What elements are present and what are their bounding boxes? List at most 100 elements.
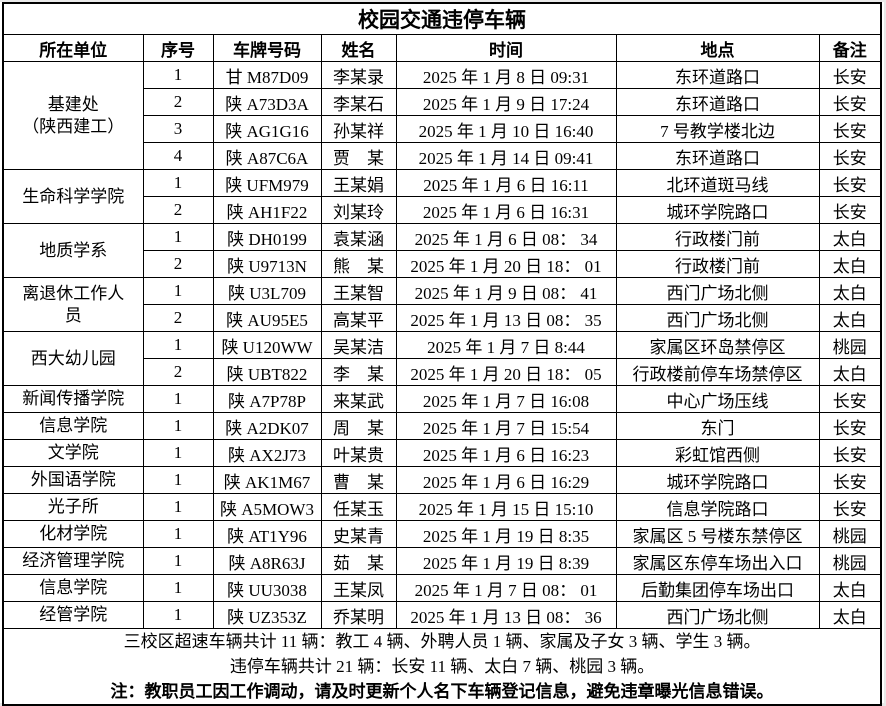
remark-cell: 长安	[818, 61, 882, 89]
unit-cell: 化材学院	[2, 520, 144, 548]
name-cell: 王某娟	[320, 169, 397, 197]
serial-cell: 4	[142, 142, 214, 170]
time-cell: 2025 年 1 月 13 日 08： 36	[395, 601, 617, 629]
location-cell: 西门广场北侧	[615, 304, 820, 332]
serial-cell: 2	[142, 358, 214, 386]
name-cell: 孙某祥	[320, 115, 397, 143]
time-cell: 2025 年 1 月 7 日 08： 01	[395, 574, 617, 602]
location-cell: 家属区 5 号楼东禁停区	[615, 520, 820, 548]
unit-cell: 西大幼儿园	[2, 331, 144, 386]
time-cell: 2025 年 1 月 6 日 16:11	[395, 169, 617, 197]
serial-cell: 2	[142, 196, 214, 224]
serial-cell: 1	[142, 547, 214, 575]
speeding-summary-text: 三校区超速车辆共计 11 辆：教工 4 辆、外聘人员 1 辆、家属及子女 3 辆…	[123, 632, 761, 651]
serial-cell: 1	[142, 574, 214, 602]
name-cell: 来某武	[320, 385, 397, 413]
time-cell: 2025 年 1 月 20 日 18： 05	[395, 358, 617, 386]
remark-cell: 太白	[818, 250, 882, 278]
table-row: 光子所 1 陕 A5MOW3 任某玉 2025 年 1 月 15 日 15:10 信息学院…	[2, 493, 882, 521]
serial-cell: 1	[142, 277, 214, 305]
name-cell: 刘某玲	[320, 196, 397, 224]
plate-cell: 陕 AU95E5	[212, 304, 322, 332]
location-cell: 家属区东停车场出入口	[615, 547, 820, 575]
remark-cell: 长安	[818, 115, 882, 143]
name-cell: 王某凤	[320, 574, 397, 602]
time-cell: 2025 年 1 月 6 日 16:29	[395, 466, 617, 494]
column-header-no: 序号	[142, 34, 214, 62]
unit-cell: 文学院	[2, 439, 144, 467]
remark-cell: 长安	[818, 493, 882, 521]
plate-cell: 陕 AK1M67	[212, 466, 322, 494]
summary-footer: 三校区超速车辆共计 11 辆：教工 4 辆、外聘人员 1 辆、家属及子女 3 辆…	[2, 628, 882, 706]
time-cell: 2025 年 1 月 7 日 15:54	[395, 412, 617, 440]
time-cell: 2025 年 1 月 9 日 17:24	[395, 88, 617, 116]
table-row: 外国语学院 1 陕 AK1M67 曹 某 2025 年 1 月 6 日 16:29 城环学…	[2, 466, 882, 494]
name-cell: 贾 某	[320, 142, 397, 170]
table-row: 经管学院 1 陕 UZ353Z 乔某明 2025 年 1 月 13 日 08： 36 西门…	[2, 601, 882, 629]
column-header-time: 时间	[395, 34, 617, 62]
plate-cell: 陕 UFM979	[212, 169, 322, 197]
unit-cell: 基建处 （陕西建工）	[2, 61, 144, 170]
parking-summary-text: 违停车辆共计 21 辆：长安 11 辆、太白 7 辆、桃园 3 辆。	[229, 657, 655, 676]
remark-cell: 太白	[818, 601, 882, 629]
location-cell: 后勤集团停车场出口	[615, 574, 820, 602]
remark-cell: 长安	[818, 412, 882, 440]
location-cell: 信息学院路口	[615, 493, 820, 521]
serial-cell: 1	[142, 61, 214, 89]
plate-cell: 陕 AH1F22	[212, 196, 322, 224]
unit-cell: 外国语学院	[2, 466, 144, 494]
location-cell: 中心广场压线	[615, 385, 820, 413]
plate-cell: 陕 U9713N	[212, 250, 322, 278]
footer-row: 三校区超速车辆共计 11 辆：教工 4 辆、外聘人员 1 辆、家属及子女 3 辆…	[2, 628, 882, 706]
serial-cell: 1	[142, 331, 214, 359]
time-cell: 2025 年 1 月 6 日 16:31	[395, 196, 617, 224]
unit-cell: 地质学系	[2, 223, 144, 278]
location-cell: 东环道路口	[615, 88, 820, 116]
serial-cell: 1	[142, 169, 214, 197]
plate-cell: 陕 A5MOW3	[212, 493, 322, 521]
table-row: 经济管理学院 1 陕 A8R63J 茹 某 2025 年 1 月 19 日 8:39 家属…	[2, 547, 882, 575]
unit-cell: 经管学院	[2, 601, 144, 629]
plate-cell: 陕 A87C6A	[212, 142, 322, 170]
plate-cell: 陕 UU3038	[212, 574, 322, 602]
unit-cell: 信息学院	[2, 412, 144, 440]
location-cell: 东环道路口	[615, 142, 820, 170]
name-cell: 袁某涵	[320, 223, 397, 251]
serial-cell: 3	[142, 115, 214, 143]
location-cell: 行政楼门前	[615, 250, 820, 278]
time-cell: 2025 年 1 月 6 日 16:23	[395, 439, 617, 467]
remark-cell: 长安	[818, 88, 882, 116]
name-cell: 熊 某	[320, 250, 397, 278]
column-header-name: 姓名	[320, 34, 397, 62]
name-cell: 叶某贵	[320, 439, 397, 467]
remark-cell: 太白	[818, 304, 882, 332]
serial-cell: 1	[142, 223, 214, 251]
table-row: 基建处 （陕西建工） 1 甘 M87D09 李某录 2025 年 1 月 8 日 09:…	[2, 61, 882, 170]
table-row: 地质学系 1 陕 DH0199 袁某涵 2025 年 1 月 6 日 08： 34 行政楼…	[2, 223, 882, 278]
serial-cell: 1	[142, 439, 214, 467]
location-cell: 行政楼前停车场禁停区	[615, 358, 820, 386]
plate-cell: 陕 A73D3A	[212, 88, 322, 116]
time-cell: 2025 年 1 月 8 日 09:31	[395, 61, 617, 89]
column-header-plate: 车牌号码	[212, 34, 322, 62]
plate-cell: 甘 M87D09	[212, 61, 322, 89]
time-cell: 2025 年 1 月 10 日 16:40	[395, 115, 617, 143]
unit-cell: 经济管理学院	[2, 547, 144, 575]
remark-cell: 桃园	[818, 547, 882, 575]
location-cell: 西门广场北侧	[615, 277, 820, 305]
remark-cell: 长安	[818, 385, 882, 413]
serial-cell: 2	[142, 88, 214, 116]
plate-cell: 陕 A2DK07	[212, 412, 322, 440]
column-header-location: 地点	[615, 34, 820, 62]
time-cell: 2025 年 1 月 7 日 16:08	[395, 385, 617, 413]
name-cell: 周 某	[320, 412, 397, 440]
name-cell: 茹 某	[320, 547, 397, 575]
time-cell: 2025 年 1 月 15 日 15:10	[395, 493, 617, 521]
table-row: 文学院 1 陕 AX2J73 叶某贵 2025 年 1 月 6 日 16:23 彩虹馆西侧…	[2, 439, 882, 467]
time-cell: 2025 年 1 月 19 日 8:39	[395, 547, 617, 575]
